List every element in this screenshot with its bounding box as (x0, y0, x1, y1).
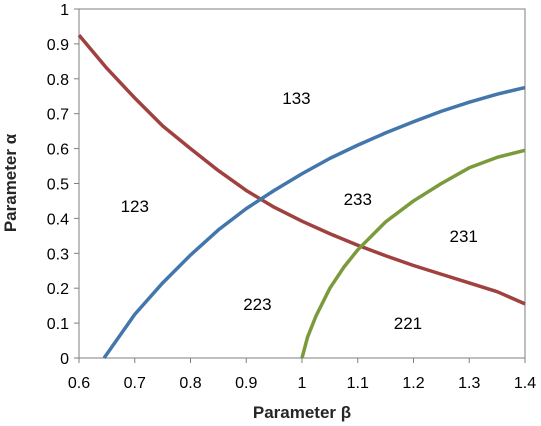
x-tick-label: 1.1 (347, 375, 369, 392)
x-tick-label: 0.8 (179, 375, 201, 392)
y-tick-label: 0.9 (47, 37, 69, 54)
y-tick-label: 0.8 (47, 72, 69, 89)
region-label-123: 123 (121, 197, 149, 216)
region-label-133: 133 (282, 89, 310, 108)
x-tick-label: 1.3 (458, 375, 480, 392)
y-tick-label: 0.2 (47, 281, 69, 298)
region-label-231: 231 (449, 227, 477, 246)
y-axis-title: Parameter α (1, 133, 20, 232)
y-tick-label: 0.4 (47, 211, 69, 228)
x-tick-label: 1.2 (402, 375, 424, 392)
y-tick-label: 0.7 (47, 107, 69, 124)
x-tick-label: 0.6 (68, 375, 90, 392)
y-tick-label: 0.3 (47, 246, 69, 263)
series-line-1 (77, 34, 526, 306)
y-tick-label: 0.6 (47, 142, 69, 159)
region-label-221: 221 (394, 314, 422, 333)
x-tick-label: 1 (298, 375, 307, 392)
plot-frame (78, 8, 526, 359)
series-line-2 (102, 85, 526, 360)
series-line-3 (300, 148, 526, 359)
y-tick-label: 0.5 (47, 177, 69, 194)
x-tick-label: 1.4 (514, 375, 536, 392)
x-tick-label: 0.9 (235, 375, 257, 392)
region-label-233: 233 (344, 190, 372, 209)
x-tick-label: 0.7 (124, 375, 146, 392)
region-label-223: 223 (243, 295, 271, 314)
y-tick-label: 1 (60, 2, 69, 19)
y-tick-label: 0.1 (47, 316, 69, 333)
x-axis-title: Parameter β (253, 403, 351, 422)
y-tick-label: 0 (60, 351, 69, 368)
